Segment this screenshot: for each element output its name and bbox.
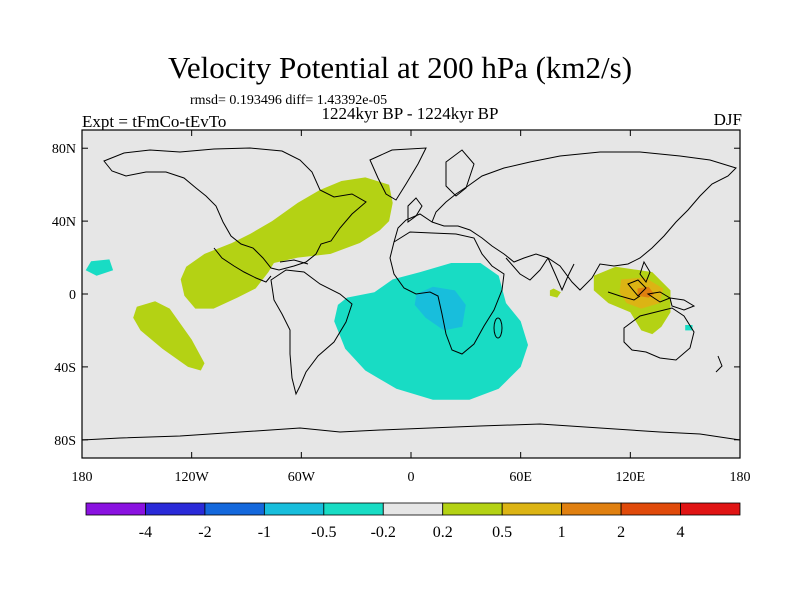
colorbar-label: 2 [617, 524, 625, 541]
chart-title: Velocity Potential at 200 hPa (km2/s) [167, 50, 633, 85]
y-tick-label: 80N [52, 142, 76, 157]
colorbar-label: -1 [258, 524, 271, 541]
x-tick-label: 180 [72, 470, 93, 485]
region-central-africa-negative-core [414, 286, 466, 331]
axes: 180 120W 60W 0 60E 120E 180 80N 40N 0 40S 80S [52, 130, 751, 485]
colorbar-swatch [680, 502, 741, 516]
colorbar-label: -0.2 [371, 524, 396, 541]
colorbar-swatch [323, 502, 384, 516]
x-tick-label: 60W [288, 470, 316, 485]
colorbar-label: 4 [677, 524, 685, 541]
colorbar-swatch [561, 502, 622, 516]
y-tick-label: 0 [69, 288, 76, 303]
x-tick-label: 120E [616, 470, 646, 485]
center-subtitle: 1224kyr BP - 1224kyr BP [321, 104, 499, 123]
colorbar: -4 -2 -1 -0.5 -0.2 0.2 0.5 1 2 4 [85, 502, 741, 541]
x-tick-label: 180 [730, 470, 751, 485]
y-tick-label: 40S [54, 361, 76, 376]
colorbar-swatch [501, 502, 563, 516]
region-atlantic-africa-negative [334, 263, 528, 400]
x-tick-label: 0 [408, 470, 415, 485]
right-subtitle: DJF [713, 110, 742, 129]
colorbar-swatch [85, 502, 146, 516]
region-south-pacific-positive [133, 301, 205, 371]
x-tick-label: 120W [175, 470, 210, 485]
colorbar-label: 0.2 [433, 524, 453, 541]
colorbar-label: 0.5 [492, 524, 512, 541]
region-east-pacific-small-negative [85, 259, 114, 276]
y-tick-label: 40N [52, 215, 76, 230]
region-indian-ocean-small-positive [549, 288, 561, 298]
stats-line: rmsd= 0.193496 diff= 1.43392e-05 [190, 93, 388, 108]
colorbar-label: -4 [139, 524, 152, 541]
y-tick-label: 80S [54, 434, 76, 449]
colorbar-swatch [442, 502, 503, 516]
colorbar-label: -2 [198, 524, 211, 541]
colorbar-swatch [620, 502, 681, 516]
region-north-atlantic-positive [180, 177, 393, 309]
colorbar-swatch [145, 502, 206, 516]
colorbar-swatch [204, 502, 265, 516]
contour-regions [85, 177, 693, 400]
colorbar-label: -0.5 [311, 524, 336, 541]
colorbar-swatch [263, 502, 325, 516]
left-subtitle: Expt = tFmCo-tEvTo [82, 112, 227, 131]
colorbar-label: 1 [558, 524, 566, 541]
coastlines [81, 147, 741, 441]
colorbar-swatch [382, 502, 444, 516]
x-tick-label: 60E [509, 470, 532, 485]
